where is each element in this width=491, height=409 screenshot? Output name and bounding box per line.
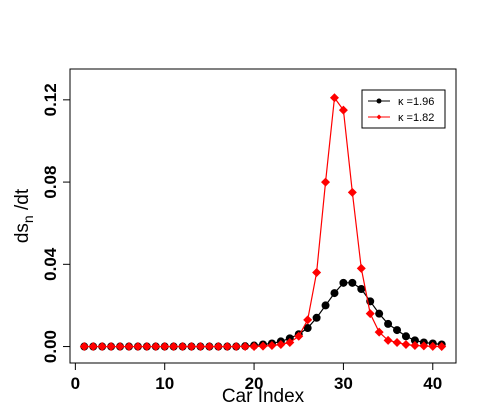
point bbox=[97, 342, 107, 352]
plot-box bbox=[69, 68, 457, 364]
point bbox=[303, 315, 313, 325]
point bbox=[267, 341, 277, 351]
y-label-rest: /dt bbox=[12, 188, 33, 215]
point bbox=[249, 342, 259, 352]
y-tick-label: 0.12 bbox=[41, 83, 60, 116]
point bbox=[106, 342, 116, 352]
point bbox=[321, 301, 330, 310]
point bbox=[348, 278, 357, 287]
point bbox=[419, 341, 429, 351]
point bbox=[240, 342, 250, 352]
point bbox=[357, 284, 366, 293]
x-tick-label: 20 bbox=[245, 374, 264, 393]
series-line bbox=[84, 96, 442, 348]
y-tick-label: 0.04 bbox=[41, 247, 60, 281]
point bbox=[133, 342, 143, 352]
legend-box bbox=[361, 89, 446, 129]
legend-label: κ =1.82 bbox=[398, 112, 434, 124]
x-axis-label: Car Index bbox=[222, 386, 305, 407]
point bbox=[410, 336, 419, 345]
legend-marker bbox=[376, 98, 382, 104]
point bbox=[204, 342, 214, 352]
x-tick-label: 40 bbox=[423, 374, 442, 393]
y-axis-label: dsn /dt bbox=[12, 188, 36, 243]
point bbox=[303, 324, 312, 333]
point bbox=[151, 342, 161, 352]
point bbox=[231, 342, 241, 352]
point bbox=[115, 342, 125, 352]
point bbox=[213, 342, 223, 352]
point bbox=[294, 331, 304, 341]
point bbox=[437, 342, 447, 352]
point bbox=[339, 278, 348, 287]
point bbox=[285, 337, 295, 347]
point bbox=[321, 177, 331, 187]
point bbox=[392, 337, 402, 347]
y-label-sub: n bbox=[20, 215, 36, 223]
point bbox=[187, 342, 197, 352]
point bbox=[329, 93, 339, 103]
y-label-main: ds bbox=[12, 223, 33, 243]
point bbox=[356, 263, 366, 273]
point bbox=[195, 342, 205, 352]
x-tick-label: 30 bbox=[334, 374, 353, 393]
point bbox=[384, 319, 393, 328]
point bbox=[365, 309, 375, 319]
point bbox=[330, 289, 339, 298]
point bbox=[428, 341, 438, 351]
point bbox=[312, 313, 321, 322]
x-tick-label: 0 bbox=[71, 374, 80, 393]
point bbox=[124, 342, 134, 352]
x-tick-label: 10 bbox=[155, 374, 174, 393]
point bbox=[142, 342, 152, 352]
point bbox=[88, 342, 98, 352]
point bbox=[169, 342, 179, 352]
y-tick-label: 0.00 bbox=[41, 330, 60, 363]
point bbox=[258, 341, 268, 351]
legend-label: κ =1.96 bbox=[398, 96, 434, 108]
point bbox=[276, 339, 286, 349]
point bbox=[178, 342, 188, 352]
point bbox=[347, 187, 357, 197]
point bbox=[222, 342, 232, 352]
legend-marker bbox=[376, 114, 382, 120]
point bbox=[160, 342, 170, 352]
point bbox=[383, 335, 393, 345]
y-tick-label: 0.08 bbox=[41, 166, 60, 199]
point bbox=[410, 341, 420, 351]
point bbox=[79, 342, 89, 352]
point bbox=[312, 268, 322, 278]
point bbox=[393, 326, 402, 335]
point bbox=[401, 332, 410, 341]
point bbox=[374, 327, 384, 337]
point bbox=[338, 105, 348, 115]
point bbox=[375, 309, 384, 318]
point bbox=[401, 339, 411, 349]
